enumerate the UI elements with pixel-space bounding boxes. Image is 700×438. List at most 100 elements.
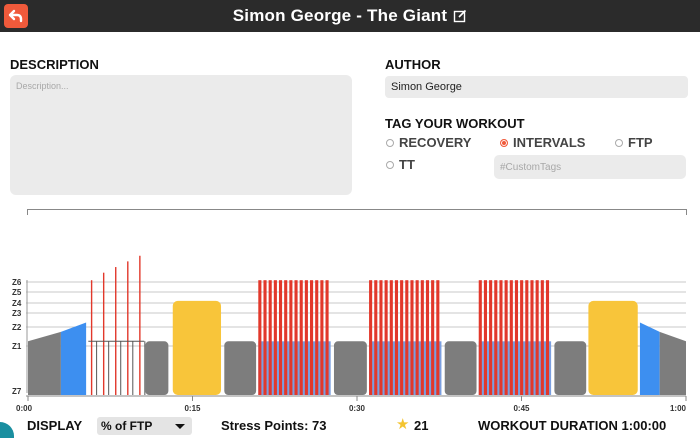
recovery-block bbox=[145, 341, 169, 395]
radio-dot-icon bbox=[615, 138, 623, 147]
interval-bar bbox=[489, 280, 493, 395]
zone-label: Z5 bbox=[12, 288, 22, 297]
interval-bar bbox=[525, 280, 529, 395]
x-tick-label: 1:00 bbox=[670, 404, 687, 413]
zone-label: Z4 bbox=[12, 299, 22, 308]
interval-bar bbox=[420, 280, 424, 395]
interval-bar bbox=[509, 280, 513, 395]
page-title: Simon George - The Giant bbox=[232, 6, 448, 25]
tag-recovery-label: RECOVERY bbox=[399, 135, 472, 150]
custom-tags-input[interactable] bbox=[494, 155, 686, 179]
radio-dot-icon bbox=[386, 138, 394, 147]
x-tick-label: 0:45 bbox=[513, 404, 530, 413]
radio-dot-selected-icon bbox=[500, 138, 508, 147]
zone-label: Z1 bbox=[12, 342, 22, 351]
interval-bar bbox=[268, 280, 272, 395]
recovery-block bbox=[554, 341, 587, 395]
interval-bar bbox=[315, 280, 319, 395]
tag-ftp-label: FTP bbox=[628, 135, 653, 150]
display-mode-value: % of FTP bbox=[101, 419, 153, 433]
author-label: AUTHOR bbox=[385, 57, 441, 72]
tag-workout-label: TAG YOUR WORKOUT bbox=[385, 116, 525, 131]
section-divider bbox=[27, 209, 687, 210]
description-input[interactable] bbox=[10, 75, 352, 195]
zone-label: Z6 bbox=[12, 278, 22, 287]
interval-bar bbox=[405, 280, 409, 395]
interval-bar bbox=[425, 280, 430, 395]
edit-icon[interactable] bbox=[453, 9, 467, 23]
interval-bar bbox=[499, 280, 503, 395]
interval-bar bbox=[494, 280, 498, 395]
interval-bar bbox=[320, 280, 324, 395]
interval-bar bbox=[400, 280, 404, 395]
tag-tt-radio[interactable]: TT bbox=[386, 157, 415, 172]
stress-points: Stress Points: 73 bbox=[221, 418, 327, 433]
ramp-block-gray bbox=[28, 331, 61, 395]
interval-bar bbox=[304, 280, 308, 395]
divider-tick bbox=[27, 209, 28, 215]
interval-bar bbox=[478, 280, 482, 395]
zone-label: Z2 bbox=[12, 323, 22, 332]
star-icon[interactable]: ★ bbox=[396, 416, 410, 433]
description-label: DESCRIPTION bbox=[10, 57, 99, 72]
star-count: 21 bbox=[414, 418, 429, 433]
title-wrap: Simon George - The Giant bbox=[0, 0, 700, 32]
interval-bar bbox=[389, 280, 393, 395]
interval-bar bbox=[299, 280, 303, 395]
chevron-down-icon bbox=[175, 424, 185, 429]
interval-bar bbox=[514, 280, 519, 395]
interval-bar bbox=[436, 280, 440, 395]
x-tick-label: 0:00 bbox=[16, 404, 33, 413]
interval-bar bbox=[289, 280, 293, 395]
interval-bar bbox=[394, 280, 399, 395]
recovery-block bbox=[444, 341, 477, 395]
tag-intervals-radio[interactable]: INTERVALS bbox=[500, 135, 585, 150]
interval-bar bbox=[258, 280, 262, 395]
recovery-block bbox=[333, 341, 367, 395]
interval-bar bbox=[374, 280, 378, 395]
interval-bar bbox=[384, 280, 388, 395]
ramp-block-blue bbox=[60, 322, 87, 395]
interval-bar bbox=[545, 280, 550, 395]
interval-bar bbox=[410, 280, 414, 395]
header-bar: Simon George - The Giant bbox=[0, 0, 700, 32]
tag-tt-label: TT bbox=[399, 157, 415, 172]
interval-bar bbox=[504, 280, 508, 395]
interval-bar bbox=[369, 280, 373, 395]
corner-decoration bbox=[0, 422, 14, 438]
tag-recovery-radio[interactable]: RECOVERY bbox=[386, 135, 471, 150]
interval-bar bbox=[325, 280, 329, 395]
ramp-block-gray bbox=[659, 331, 686, 395]
x-tick-label: 0:15 bbox=[184, 404, 201, 413]
author-input[interactable] bbox=[385, 76, 688, 98]
interval-bar bbox=[431, 280, 435, 395]
interval-bar bbox=[530, 280, 534, 395]
tag-intervals-label: INTERVALS bbox=[513, 135, 586, 150]
workout-duration: WORKOUT DURATION 1:00:00 bbox=[478, 418, 667, 433]
interval-bar bbox=[415, 280, 419, 395]
interval-bar bbox=[263, 280, 267, 395]
tag-ftp-radio[interactable]: FTP bbox=[615, 135, 653, 150]
display-mode-select[interactable]: % of FTP bbox=[97, 417, 192, 435]
recovery-block bbox=[224, 341, 257, 395]
interval-bar bbox=[540, 280, 544, 395]
interval-bar bbox=[284, 280, 288, 395]
divider-tick bbox=[686, 209, 687, 215]
zone-label: Z7 bbox=[12, 387, 22, 396]
interval-bar bbox=[483, 280, 488, 395]
ramp-block-blue bbox=[639, 322, 660, 395]
interval-bar bbox=[379, 280, 383, 395]
interval-bar bbox=[310, 280, 314, 395]
interval-bar bbox=[294, 280, 298, 395]
back-button[interactable] bbox=[4, 4, 28, 28]
radio-dot-icon bbox=[386, 160, 394, 169]
display-label: DISPLAY bbox=[27, 418, 83, 433]
interval-bar bbox=[520, 280, 524, 395]
interval-bar bbox=[535, 280, 539, 395]
tempo-block bbox=[588, 300, 638, 395]
zone-label: Z3 bbox=[12, 309, 22, 318]
interval-bar bbox=[278, 280, 283, 395]
tempo-block bbox=[172, 300, 222, 395]
x-tick-label: 0:30 bbox=[349, 404, 366, 413]
